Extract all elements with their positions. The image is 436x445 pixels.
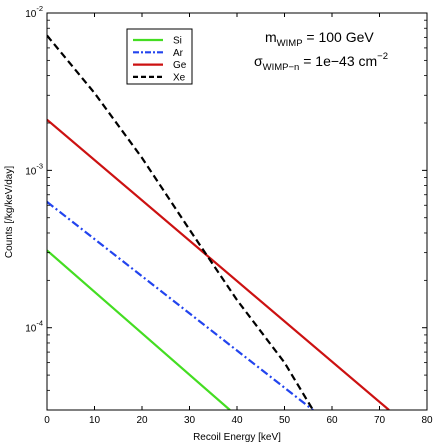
series-line-si xyxy=(47,249,231,410)
series-line-xe xyxy=(47,34,314,410)
x-axis-label: Recoil Energy [keV] xyxy=(193,432,281,443)
x-tick-label: 50 xyxy=(279,415,291,426)
y-tick-label: 10-2 xyxy=(25,4,43,20)
legend-label-si: Si xyxy=(173,36,182,47)
x-tick-label: 30 xyxy=(184,415,196,426)
x-axis-ticks: 0 10 20 30 40 50 60 70 80 xyxy=(44,13,433,426)
annotation-mass: mWIMP = 100 GeV xyxy=(265,29,374,49)
x-tick-label: 70 xyxy=(374,415,386,426)
y-tick-label: 10-3 xyxy=(25,161,43,177)
series-layer xyxy=(47,34,390,410)
legend-label-ge: Ge xyxy=(173,60,187,71)
legend-label-xe: Xe xyxy=(173,72,186,83)
y-tick-label: 10-4 xyxy=(25,319,43,335)
legend-box xyxy=(126,28,193,85)
x-tick-label: 20 xyxy=(136,415,148,426)
annotation: mWIMP = 100 GeV σWIMP−n = 1e−43 cm−2 xyxy=(254,29,388,73)
y-axis-ticks: 10-4 10-3 10-2 xyxy=(25,4,427,411)
annotation-cross-section: σWIMP−n = 1e−43 cm−2 xyxy=(254,51,388,73)
x-tick-label: 10 xyxy=(89,415,101,426)
x-tick-label: 40 xyxy=(231,415,243,426)
series-line-ge xyxy=(47,118,390,410)
x-tick-label: 80 xyxy=(421,415,433,426)
x-tick-label: 60 xyxy=(326,415,338,426)
x-tick-label: 0 xyxy=(44,415,50,426)
y-axis-label: Counts [/kg/keV/day] xyxy=(4,166,15,258)
legend-label-ar: Ar xyxy=(173,48,184,59)
